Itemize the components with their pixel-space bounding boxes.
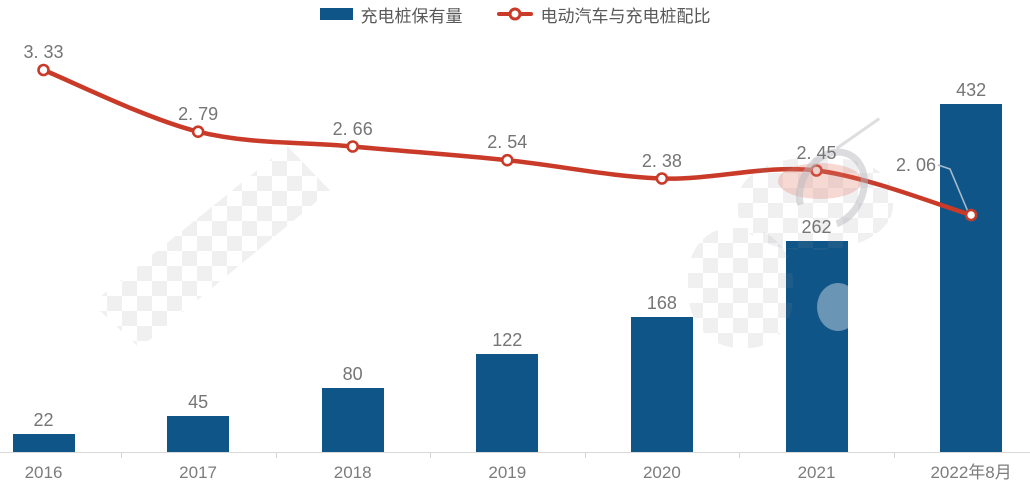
- x-axis-tick: [275, 453, 277, 458]
- bar-2021: [785, 240, 848, 452]
- x-axis-label-2020: 2020: [642, 463, 681, 482]
- x-axis-tick: [430, 453, 432, 458]
- legend: 充电桩保有量 电动汽车与充电桩配比: [0, 2, 1030, 26]
- line-value-label-2020: 2. 38: [641, 150, 682, 171]
- legend-label-bar: 充电桩保有量: [360, 6, 463, 26]
- bar-swatch-icon: [319, 8, 353, 20]
- watermark-tail-line: [835, 117, 881, 150]
- bar-2020: [630, 316, 693, 452]
- bar-2019: [476, 353, 539, 452]
- bar-2016: [12, 434, 75, 452]
- line-point-2017: [191, 125, 205, 138]
- watermark-pink-patch: [778, 163, 862, 199]
- watermark-mosaic-right-lower: [688, 228, 793, 348]
- x-axis-label-2018: 2018: [333, 463, 372, 482]
- bar-value-label-2020: 168: [646, 292, 677, 313]
- bar-2018: [321, 387, 384, 452]
- x-axis-line: [0, 452, 1030, 453]
- legend-label-line: 电动汽车与充电桩配比: [540, 6, 711, 26]
- bar-value-label-2018: 80: [342, 363, 363, 384]
- bar-value-label-2022年8月: 432: [956, 80, 987, 100]
- bar-2022年8月: [940, 104, 1003, 452]
- line-value-label-2018: 2. 66: [332, 118, 373, 139]
- x-axis-label-2019: 2019: [488, 463, 527, 482]
- bar-2017: [167, 415, 230, 453]
- watermark-mosaic-left: [92, 146, 330, 348]
- line-value-label-2021: 2. 45: [796, 142, 837, 163]
- x-axis-tick: [584, 453, 586, 458]
- x-axis-tick: [894, 453, 895, 458]
- line-value-label-2019: 2. 54: [487, 132, 528, 153]
- open-circle-icon: [508, 7, 521, 21]
- x-axis-label-2016: 2016: [24, 463, 63, 482]
- line-point-2020: [655, 172, 669, 185]
- x-axis-label-2017: 2017: [179, 463, 218, 482]
- x-axis-label-2022年8月: 2022年8月: [930, 463, 1012, 482]
- line-circle-marker-icon: [496, 7, 533, 21]
- x-axis-tick: [121, 453, 122, 458]
- bar-value-label-2016: 22: [33, 410, 54, 431]
- bar-value-label-2017: 45: [188, 391, 209, 412]
- line-value-label-2016: 3. 33: [23, 42, 64, 62]
- line-point-2019: [500, 153, 514, 167]
- legend-item-bar-series: 充电桩保有量: [319, 2, 463, 27]
- x-axis-label-2021: 2021: [797, 463, 836, 482]
- bar-value-label-2019: 122: [492, 329, 523, 350]
- watermark-mosaic-right-upper: [738, 158, 893, 250]
- x-axis-tick: [739, 453, 741, 458]
- bar-value-label-2021: 262: [801, 216, 832, 237]
- line-value-label-2022年8月: 2. 06: [895, 155, 937, 175]
- watermark-circle-on-bar: [817, 283, 859, 331]
- legend-item-line-series: 电动汽车与充电桩配比: [496, 2, 711, 27]
- line-value-label-2017: 2. 79: [178, 103, 219, 124]
- line-point-2018: [346, 140, 360, 153]
- line-point-2016: [37, 63, 50, 77]
